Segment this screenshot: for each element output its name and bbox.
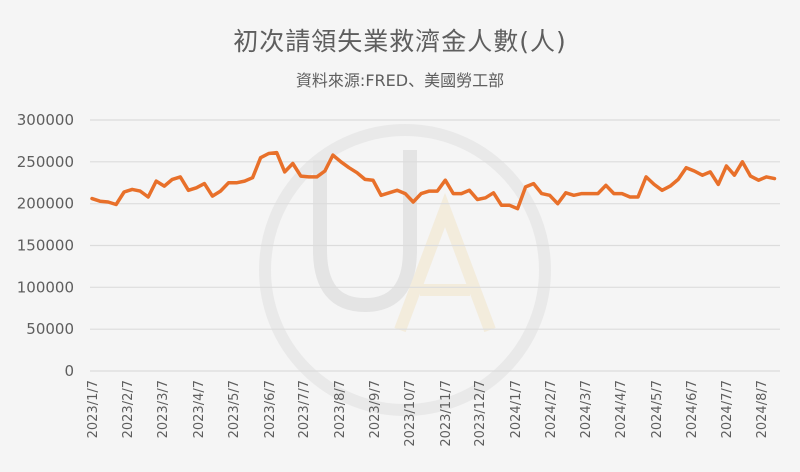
x-tick-label: 2023/7/7	[297, 380, 312, 438]
x-tick-label: 2024/3/7	[579, 380, 594, 438]
x-tick-label: 2023/2/7	[121, 380, 136, 438]
y-tick-label: 100000	[17, 278, 74, 296]
y-tick-label: 150000	[17, 237, 74, 255]
x-tick-label: 2023/8/7	[333, 380, 348, 438]
chart-title: 初次請領失業救濟金人數(人)	[233, 27, 567, 56]
x-tick-label: 2024/1/7	[509, 380, 524, 438]
x-tick-label: 2024/2/7	[544, 380, 559, 438]
y-tick-label: 250000	[17, 153, 74, 171]
x-tick-label: 2024/5/7	[650, 380, 665, 438]
x-tick-label: 2024/7/7	[720, 380, 735, 438]
x-tick-label: 2024/6/7	[685, 380, 700, 438]
x-tick-label: 2024/8/7	[755, 380, 770, 438]
y-tick-label: 0	[64, 362, 74, 380]
x-tick-label: 2024/4/7	[614, 380, 629, 438]
chart-subtitle: 資料來源:FRED、美國勞工部	[295, 71, 505, 90]
x-tick-label: 2023/6/7	[263, 380, 278, 438]
y-tick-label: 50000	[26, 320, 74, 338]
y-tick-label: 200000	[17, 195, 74, 213]
gridlines	[90, 119, 780, 372]
x-tick-label: 2023/5/7	[227, 380, 242, 438]
x-tick-label: 2023/3/7	[156, 380, 171, 438]
x-tick-label: 2023/11/7	[439, 380, 454, 447]
x-axis: 2023/1/7 2023/2/7 2023/3/7 2023/4/7 2023/5/7…	[86, 380, 770, 447]
data-line	[90, 150, 777, 211]
x-tick-label: 2023/9/7	[368, 380, 383, 438]
y-tick-label: 300000	[17, 111, 74, 129]
x-tick-label: 2023/4/7	[192, 380, 207, 438]
x-tick-label: 2023/10/7	[403, 380, 418, 447]
watermark-logo	[259, 124, 551, 416]
y-axis: 0 50000 100000 150000 200000 250000 300000	[17, 111, 74, 380]
x-tick-label: 2023/1/7	[86, 380, 101, 438]
x-tick-label: 2023/12/7	[473, 380, 488, 447]
